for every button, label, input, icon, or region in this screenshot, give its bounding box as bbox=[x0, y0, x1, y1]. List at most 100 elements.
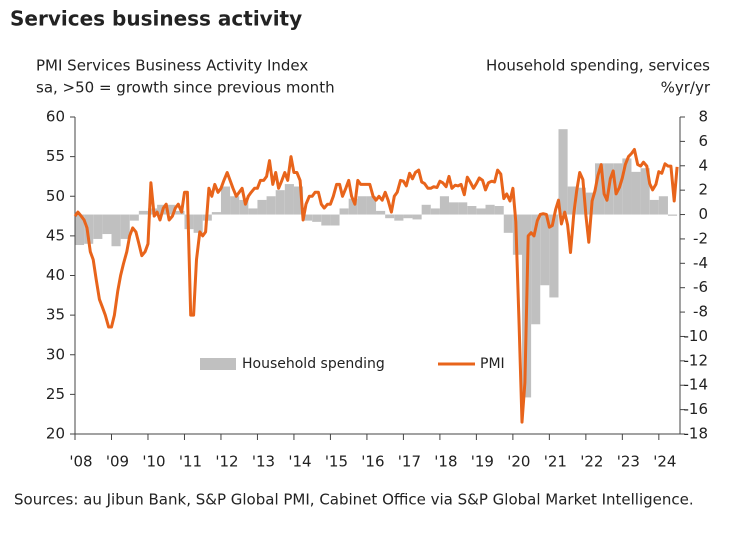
bar bbox=[348, 198, 358, 215]
y2-tick-label: 0 bbox=[698, 205, 708, 223]
bar bbox=[293, 186, 304, 215]
y-axis-label: sa, >50 = growth since previous month bbox=[36, 79, 335, 97]
bar bbox=[357, 196, 367, 215]
bar bbox=[239, 199, 249, 215]
bar bbox=[93, 214, 103, 239]
x-tick-label: '18 bbox=[434, 453, 457, 471]
y-tick-label: 20 bbox=[46, 425, 65, 443]
bar bbox=[467, 206, 477, 215]
y2-axis-label: Household spending, services bbox=[486, 57, 710, 75]
bar bbox=[494, 206, 504, 215]
bar bbox=[193, 214, 203, 233]
x-tick-label: '10 bbox=[142, 453, 165, 471]
y2-tick-label: -16 bbox=[684, 400, 709, 418]
bar bbox=[275, 190, 285, 215]
bar bbox=[330, 214, 340, 226]
bar bbox=[111, 214, 121, 247]
legend-swatch bbox=[200, 358, 236, 370]
bar bbox=[667, 214, 678, 216]
bar bbox=[211, 212, 221, 215]
bar bbox=[248, 208, 258, 215]
x-tick-label: '15 bbox=[325, 453, 348, 471]
y2-tick-label: 6 bbox=[698, 132, 708, 150]
bar bbox=[129, 214, 139, 221]
legend-label: PMI bbox=[480, 356, 505, 372]
bar bbox=[549, 214, 559, 298]
bar bbox=[540, 214, 550, 286]
x-tick-label: '12 bbox=[215, 453, 238, 471]
bar bbox=[138, 210, 148, 215]
bar bbox=[303, 214, 313, 221]
x-tick-label: '23 bbox=[617, 453, 640, 471]
bar bbox=[649, 199, 659, 215]
pmi-line bbox=[73, 148, 679, 424]
y2-axis-label: %yr/yr bbox=[661, 79, 711, 97]
bar bbox=[166, 204, 176, 215]
bar bbox=[412, 214, 422, 220]
bar bbox=[658, 196, 668, 215]
bar bbox=[120, 214, 130, 239]
y2-tick-label: 4 bbox=[698, 156, 708, 174]
legend-label: Household spending bbox=[242, 356, 385, 372]
y2-tick-label: -2 bbox=[693, 229, 708, 247]
bar bbox=[284, 184, 294, 215]
bar bbox=[594, 163, 605, 215]
chart-title: Services business activity bbox=[10, 7, 302, 31]
bar bbox=[640, 168, 650, 215]
bar bbox=[476, 208, 486, 215]
bar bbox=[75, 214, 85, 246]
y-tick-label: 25 bbox=[46, 385, 65, 403]
x-tick-label: '24 bbox=[653, 453, 676, 471]
y2-tick-label: -18 bbox=[684, 425, 709, 443]
y2-tick-label: -12 bbox=[684, 351, 709, 369]
x-tick-label: '08 bbox=[69, 453, 92, 471]
x-tick-label: '21 bbox=[544, 453, 567, 471]
bar bbox=[102, 214, 112, 235]
bar bbox=[230, 196, 240, 215]
bar bbox=[449, 202, 459, 215]
bar bbox=[257, 199, 267, 215]
x-tick-label: '16 bbox=[361, 453, 384, 471]
x-tick-label: '17 bbox=[398, 453, 421, 471]
bar bbox=[312, 214, 322, 222]
bar bbox=[430, 208, 440, 215]
bar bbox=[394, 214, 404, 221]
x-tick-label: '20 bbox=[507, 453, 530, 471]
bar bbox=[631, 171, 641, 215]
x-tick-label: '13 bbox=[252, 453, 275, 471]
bar bbox=[321, 214, 331, 226]
bar bbox=[403, 214, 413, 219]
bar bbox=[266, 196, 276, 215]
bar bbox=[385, 214, 395, 219]
bar bbox=[175, 210, 185, 215]
y2-tick-label: -4 bbox=[693, 254, 708, 272]
y2-tick-label: 8 bbox=[698, 108, 708, 126]
y2-tick-label: -8 bbox=[693, 303, 708, 321]
x-tick-label: '11 bbox=[179, 453, 202, 471]
y-tick-label: 60 bbox=[46, 108, 65, 126]
bar bbox=[558, 129, 568, 215]
y2-tick-label: -10 bbox=[684, 327, 709, 345]
y2-tick-label: -6 bbox=[693, 278, 708, 296]
bar bbox=[458, 202, 468, 215]
y-tick-label: 50 bbox=[46, 187, 65, 205]
y-tick-label: 30 bbox=[46, 345, 65, 363]
bar bbox=[567, 186, 577, 215]
bar bbox=[439, 196, 450, 215]
x-tick-label: '19 bbox=[471, 453, 494, 471]
bar bbox=[220, 186, 231, 215]
y-tick-label: 55 bbox=[46, 147, 65, 165]
y2-tick-label: -14 bbox=[684, 376, 709, 394]
source-note: Sources: au Jibun Bank, S&P Global PMI, … bbox=[14, 491, 694, 509]
x-tick-label: '22 bbox=[580, 453, 603, 471]
y2-tick-label: 2 bbox=[698, 181, 708, 199]
y-axis-label: PMI Services Business Activity Index bbox=[36, 57, 308, 75]
bar bbox=[421, 204, 431, 215]
x-tick-label: '09 bbox=[106, 453, 129, 471]
y-tick-label: 45 bbox=[46, 226, 65, 244]
bar bbox=[576, 187, 586, 215]
bar bbox=[503, 214, 513, 233]
bar bbox=[622, 158, 632, 215]
